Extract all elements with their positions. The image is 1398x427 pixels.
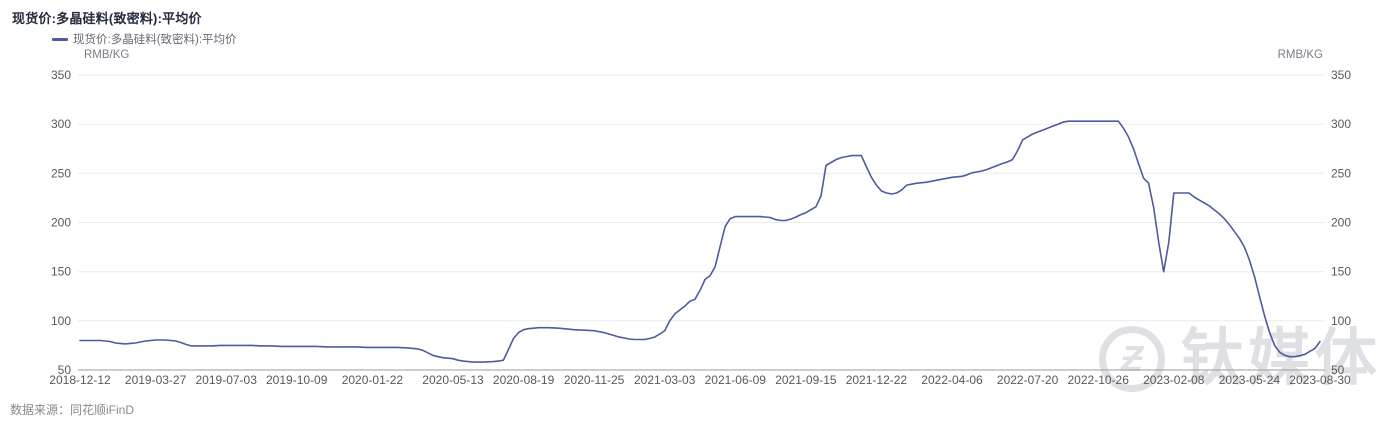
x-axis-tick-label: 2022-04-06	[921, 373, 983, 387]
y-axis-tick-label-right: 300	[1331, 117, 1351, 131]
price-line	[79, 120, 1321, 363]
x-axis-tick-label: 2019-07-03	[196, 373, 258, 387]
watermark-text: 钛媒体	[1181, 324, 1383, 393]
legend-label: 现货价:多晶硅料(致密料):平均价	[73, 34, 237, 46]
x-axis-tick-label: 2021-06-09	[705, 373, 767, 387]
x-axis-tick-label: 2023-05-24	[1219, 373, 1281, 387]
y-axis-unit-left: RMB/KG	[84, 49, 130, 61]
tmtpost-watermark: Ƶ 钛媒体	[1099, 326, 1382, 392]
y-axis-tick-label-left: 100	[51, 314, 71, 328]
x-axis-tick-label: 2020-01-22	[342, 373, 404, 387]
chart-title: 现货价:多晶硅料(致密料):平均价	[12, 11, 202, 26]
y-axis-tick-label-right: 350	[1331, 68, 1351, 82]
x-axis-tick-label: 2020-08-19	[493, 373, 555, 387]
y-axis-tick-label-left: 200	[51, 216, 71, 230]
y-axis-tick-label-left: 300	[51, 117, 71, 131]
x-axis-tick-label: 2019-03-27	[125, 373, 187, 387]
y-axis-tick-label-left: 350	[51, 68, 71, 82]
x-axis-tick-label: 2022-10-26	[1068, 373, 1130, 387]
y-axis-tick-label-right: 100	[1331, 314, 1351, 328]
x-axis-tick-label: 2022-07-20	[997, 373, 1059, 387]
x-axis-tick-label: 2023-02-08	[1143, 373, 1205, 387]
x-axis-tick-label: 2023-08-30	[1289, 373, 1351, 387]
y-axis-tick-label-left: 250	[51, 166, 71, 180]
y-axis-unit-right: RMB/KG	[1277, 49, 1323, 61]
x-axis-tick-label: 2021-03-03	[634, 373, 696, 387]
x-axis-tick-label: 2021-09-15	[775, 373, 837, 387]
x-axis-tick-label: 2021-12-22	[846, 373, 908, 387]
legend: 现货价:多晶硅料(致密料):平均价	[52, 32, 237, 46]
legend-line-icon	[52, 37, 68, 41]
y-axis-tick-label-right: 150	[1331, 265, 1351, 279]
y-axis-tick-label-right: 250	[1331, 166, 1351, 180]
data-source-note: 数据来源：同花顺iFinD	[10, 403, 135, 417]
x-axis-tick-label: 2020-05-13	[422, 373, 484, 387]
y-axis-tick-label-right: 50	[1331, 363, 1345, 377]
legend-item-avg-price[interactable]: 现货价:多晶硅料(致密料):平均价	[52, 31, 237, 47]
x-axis-tick-label: 2019-10-09	[266, 373, 328, 387]
y-axis-tick-label-left: 50	[58, 363, 72, 377]
y-axis-tick-label-left: 150	[51, 265, 71, 279]
x-axis-tick-label: 2018-12-12	[49, 373, 111, 387]
y-axis-tick-label-right: 200	[1331, 216, 1351, 230]
x-axis-tick-label: 2020-11-25	[564, 373, 625, 387]
tmtpost-logo-icon: Ƶ	[1099, 326, 1165, 392]
